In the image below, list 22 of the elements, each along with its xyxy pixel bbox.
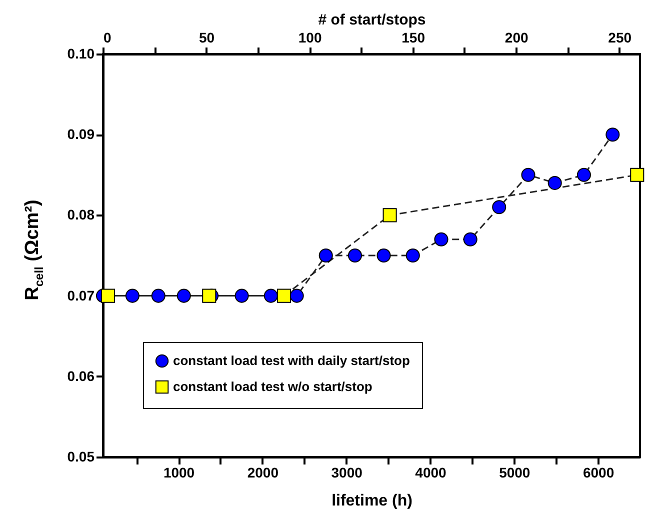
x2-tick-label: 250 bbox=[608, 30, 632, 46]
y-tick-label: 0.09 bbox=[67, 126, 95, 142]
x-tick-label: 5000 bbox=[499, 464, 530, 480]
legend-label: constant load test w/o start/stop bbox=[173, 379, 372, 394]
x2-tick-label: 200 bbox=[504, 30, 528, 46]
x-tick-label: 6000 bbox=[582, 464, 614, 480]
y-tick-label: 0.10 bbox=[67, 46, 95, 62]
x2-tick-label: 100 bbox=[298, 30, 322, 46]
x-axis-title: lifetime (h) bbox=[332, 492, 412, 510]
y-tick-label: 0.06 bbox=[67, 368, 95, 384]
y-tick-label: 0.05 bbox=[67, 448, 95, 464]
y-tick-label: 0.08 bbox=[67, 206, 95, 223]
x2-axis-title: # of start/stops bbox=[318, 12, 426, 28]
x-tick-label: 4000 bbox=[415, 464, 447, 480]
legend-label: constant load test with daily start/stop bbox=[173, 353, 410, 368]
y-tick-label: 0.07 bbox=[67, 287, 95, 304]
x-tick-label: 2000 bbox=[247, 464, 279, 480]
x2-tick-label: 0 bbox=[104, 30, 112, 46]
x2-tick-label: 150 bbox=[402, 30, 426, 46]
x-tick-label: 1000 bbox=[163, 464, 195, 480]
x2-tick-label: 50 bbox=[198, 30, 215, 46]
x-tick-label: 3000 bbox=[331, 464, 363, 480]
